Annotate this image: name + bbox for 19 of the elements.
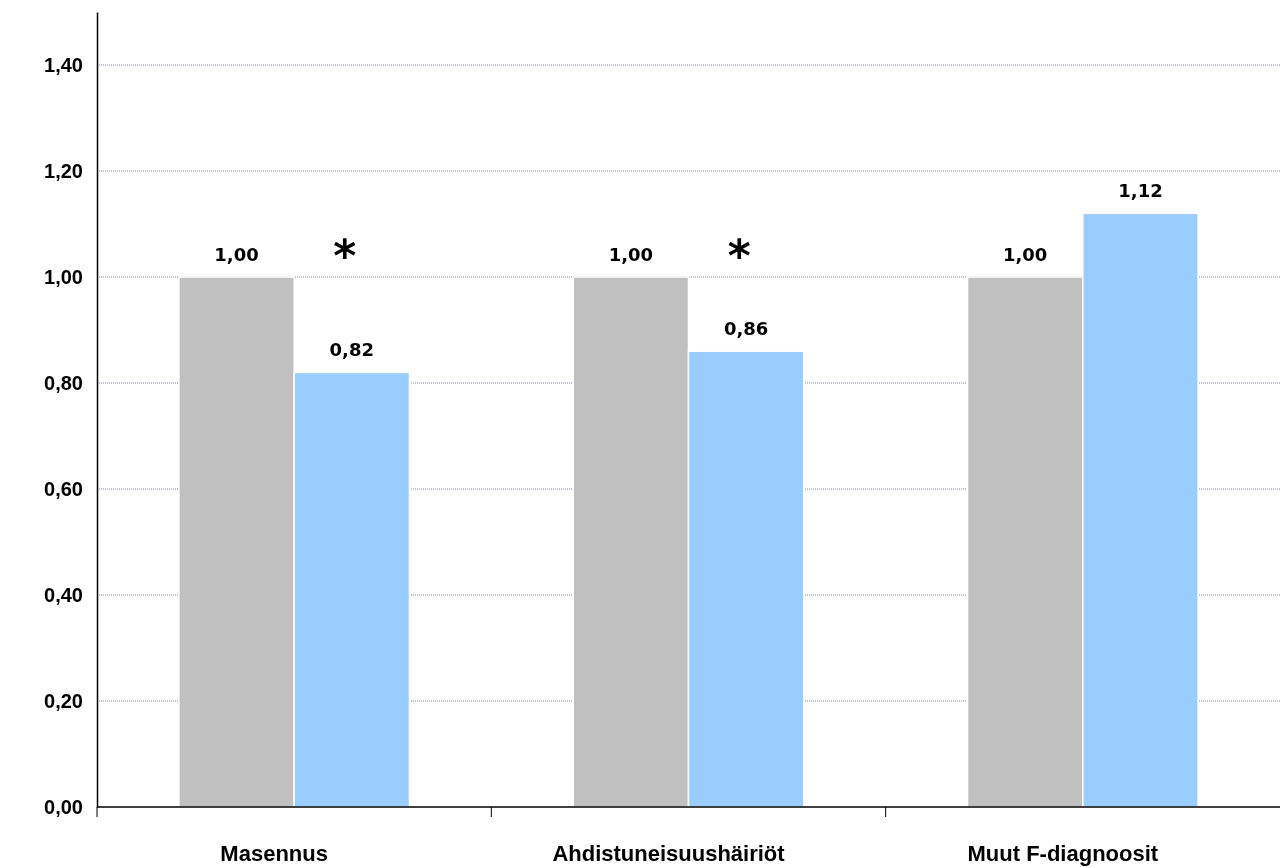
data-label: 1,00: [608, 244, 654, 265]
x-tick-label: Ahdistuneisuushäiriöt: [552, 841, 786, 866]
data-label: 1,00: [214, 244, 259, 265]
y-tick-label: 0,60: [44, 477, 83, 500]
x-tick-label: Muut F-diagnoosit: [967, 841, 1159, 866]
data-label: 1,12: [1118, 180, 1163, 202]
y-tick-label: 1,00: [44, 265, 83, 288]
y-tick-label: 0,80: [44, 371, 83, 394]
annotation: *: [333, 230, 357, 281]
y-tick-label: 1,20: [44, 159, 83, 182]
y-tick-label: 1,40: [44, 53, 83, 76]
x-tick-label: Masennus: [220, 841, 328, 866]
y-tick-label: 0,20: [44, 689, 83, 712]
annotation: *: [727, 230, 751, 281]
data-label: 0,82: [329, 339, 375, 361]
data-label: 0,86: [723, 318, 769, 340]
y-tick-label: 0,40: [44, 583, 83, 606]
y-tick-label: 0,00: [44, 795, 83, 818]
data-label: 1,00: [1002, 244, 1048, 265]
